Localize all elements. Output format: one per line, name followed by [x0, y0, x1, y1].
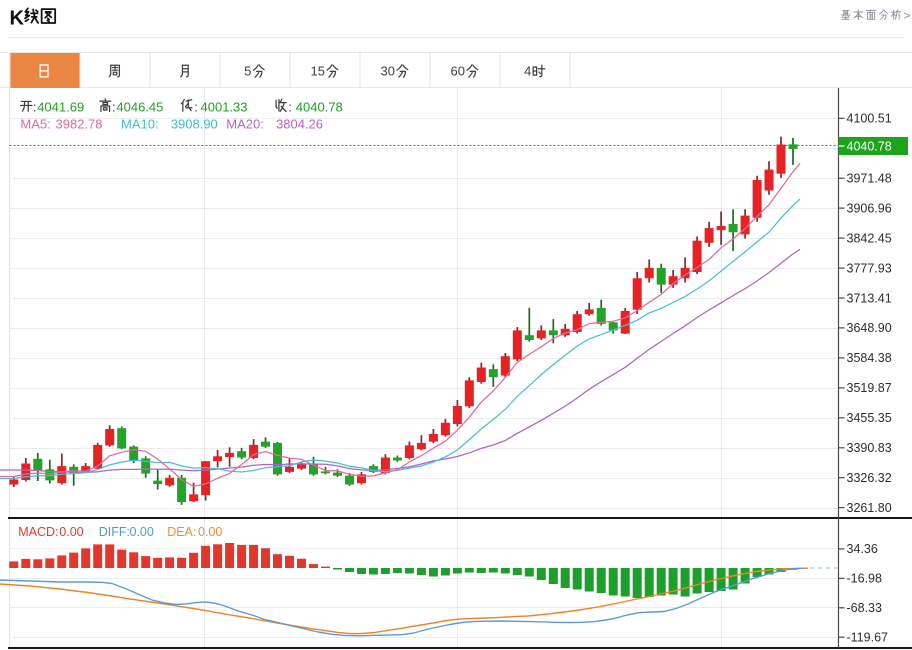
svg-text:3908.90: 3908.90: [171, 117, 218, 132]
svg-text:-68.33: -68.33: [847, 601, 882, 615]
svg-text::: :: [194, 100, 198, 115]
svg-text:0.00: 0.00: [198, 525, 222, 539]
svg-text:MACD:: MACD:: [18, 525, 58, 539]
svg-text:5: 5: [244, 64, 251, 79]
svg-text:3584.38: 3584.38: [847, 351, 892, 365]
svg-text:DIFF:: DIFF:: [99, 525, 130, 539]
svg-text:3804.26: 3804.26: [276, 117, 323, 132]
svg-text:3982.78: 3982.78: [56, 117, 103, 132]
svg-text:0.00: 0.00: [130, 525, 154, 539]
svg-text:3390.83: 3390.83: [847, 441, 892, 455]
svg-text:3326.32: 3326.32: [847, 471, 892, 485]
svg-text:-119.67: -119.67: [847, 631, 889, 645]
svg-text:4040.78: 4040.78: [847, 139, 892, 153]
svg-text::: :: [33, 100, 37, 115]
svg-text:>: >: [904, 9, 911, 23]
svg-text:4046.45: 4046.45: [116, 100, 163, 115]
svg-text:3713.41: 3713.41: [847, 291, 892, 305]
svg-text:3842.45: 3842.45: [847, 231, 892, 245]
svg-text:3906.96: 3906.96: [847, 201, 892, 215]
svg-text:3648.90: 3648.90: [847, 321, 892, 335]
svg-text:3777.93: 3777.93: [847, 261, 892, 275]
svg-text::: :: [288, 100, 292, 115]
svg-text:4: 4: [524, 64, 531, 79]
svg-text:MA20:: MA20:: [226, 117, 264, 132]
svg-text:MA5:: MA5:: [20, 117, 50, 132]
svg-text:K: K: [10, 8, 25, 30]
svg-text:-16.98: -16.98: [847, 572, 882, 586]
svg-text:30: 30: [381, 64, 395, 79]
svg-text:MA10:: MA10:: [121, 117, 159, 132]
svg-text:3261.80: 3261.80: [847, 501, 892, 515]
svg-text:4001.33: 4001.33: [201, 100, 248, 115]
svg-text:3455.35: 3455.35: [847, 411, 892, 425]
svg-text::: :: [112, 100, 116, 115]
svg-text:0.00: 0.00: [59, 525, 83, 539]
svg-text:4100.51: 4100.51: [847, 112, 892, 126]
svg-text:34.36: 34.36: [847, 542, 878, 556]
svg-text:4040.78: 4040.78: [296, 100, 343, 115]
svg-text:15: 15: [311, 64, 325, 79]
svg-text:60: 60: [451, 64, 465, 79]
svg-text:3519.87: 3519.87: [847, 381, 892, 395]
svg-text:3971.48: 3971.48: [847, 172, 892, 186]
svg-text:4041.69: 4041.69: [37, 100, 84, 115]
svg-text:DEA:: DEA:: [167, 525, 196, 539]
